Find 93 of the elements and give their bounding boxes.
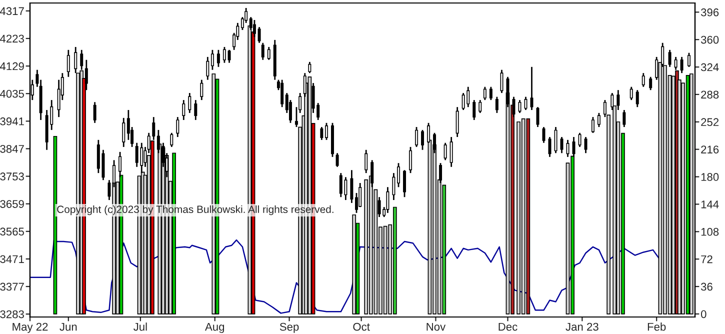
candlestick — [222, 46, 226, 64]
y2-tick-label: 180 — [701, 173, 719, 181]
y-tick-label: 3753 — [0, 172, 24, 180]
candlestick — [542, 126, 546, 144]
y-tick-label: 3283 — [0, 310, 24, 318]
candlestick — [630, 86, 633, 101]
candlestick — [680, 56, 684, 74]
candlestick — [210, 49, 214, 71]
candlestick — [324, 122, 328, 141]
candlestick — [622, 109, 626, 128]
candlestick — [280, 79, 284, 108]
candlestick — [386, 186, 390, 214]
y-tick-label: 3941 — [0, 117, 24, 126]
x-tick-label: Feb — [648, 322, 666, 331]
y2-tick-label: 144 — [701, 200, 719, 208]
candlestick — [200, 79, 204, 101]
candlestick — [392, 172, 396, 201]
candlestick — [649, 76, 652, 91]
x-tick-label: Nov — [426, 322, 446, 331]
candlestick — [495, 96, 498, 114]
candlestick — [403, 169, 406, 198]
candlestick — [636, 89, 639, 108]
candlestick — [444, 142, 447, 161]
y2-tick-label: 72 — [701, 255, 712, 264]
candlestick — [591, 116, 594, 134]
y-tick-label: 4035 — [0, 90, 24, 98]
x-tick-label: Jan 23 — [566, 322, 598, 331]
candlestick — [483, 86, 486, 101]
candlestick — [421, 129, 424, 151]
candlestick — [93, 101, 96, 124]
candlestick — [122, 117, 126, 148]
bar — [352, 214, 356, 314]
candlestick — [566, 139, 570, 158]
candlestick — [578, 132, 582, 148]
candlestick — [66, 49, 70, 78]
candlestick — [320, 126, 324, 141]
y-tick-label: 3377 — [0, 282, 24, 291]
candlestick — [548, 136, 552, 158]
y-tick-label: 3847 — [0, 144, 24, 153]
candlestick — [397, 162, 400, 188]
candlestick — [456, 106, 459, 138]
candlestick — [194, 99, 198, 121]
y2-tick-label: 108 — [701, 228, 719, 236]
x-tick-label: Sep — [280, 322, 299, 333]
y-tick-label: 4317 — [0, 7, 24, 16]
x-tick-label: May 22 — [12, 322, 48, 333]
candlestick — [688, 52, 690, 68]
candlestick — [336, 152, 339, 168]
candlestick — [258, 26, 261, 44]
y-tick-label: 3565 — [0, 228, 24, 236]
y-tick-label: 3471 — [0, 255, 24, 264]
candlestick — [350, 169, 354, 204]
candlestick — [478, 99, 482, 114]
candlestick — [489, 86, 492, 101]
y2-tick-label: 0 — [700, 310, 706, 318]
candlestick — [176, 116, 180, 138]
candlestick — [560, 136, 564, 154]
y2-tick-label: 288 — [701, 90, 719, 99]
y2-tick-label: 396 — [700, 8, 719, 16]
x-tick-label: Jul — [134, 322, 147, 331]
annotation: Copyright (c)2023 by Thomas Bulkowski. All rights reserved. — [57, 205, 334, 216]
candlestick — [188, 92, 192, 114]
x-tick-label: Oct — [353, 322, 370, 331]
candlestick — [170, 132, 174, 148]
candlestick — [472, 99, 476, 121]
y2-tick-label: 360 — [700, 36, 719, 44]
candlestick — [584, 136, 588, 154]
x-tick-label: Aug — [204, 322, 224, 333]
x-tick-label: Dec — [498, 322, 518, 331]
candlestick — [597, 112, 600, 128]
y-tick-label: 4223 — [0, 34, 24, 43]
candlestick — [261, 42, 264, 61]
candlestick — [182, 99, 186, 121]
y-tick-label: 3659 — [0, 200, 24, 208]
y2-tick-label: 216 — [701, 146, 719, 154]
candlestick — [415, 126, 418, 148]
y-tick-label: 4129 — [0, 62, 24, 70]
candlestick — [308, 61, 312, 74]
candlestick — [450, 136, 453, 168]
candlestick — [206, 56, 210, 81]
candlestick — [216, 49, 220, 68]
candlestick — [642, 72, 645, 88]
candlestick — [364, 149, 368, 174]
y2-tick-label: 324 — [700, 63, 719, 72]
x-tick-label: Jun — [60, 322, 77, 331]
candlestick — [500, 69, 504, 94]
candlestick — [554, 126, 558, 154]
candlestick — [228, 49, 231, 64]
y2-tick-label: 36 — [700, 282, 712, 291]
candlestick — [409, 146, 412, 174]
candlestick — [668, 49, 672, 68]
candlestick — [267, 46, 270, 61]
y2-tick-label: 252 — [701, 118, 719, 126]
